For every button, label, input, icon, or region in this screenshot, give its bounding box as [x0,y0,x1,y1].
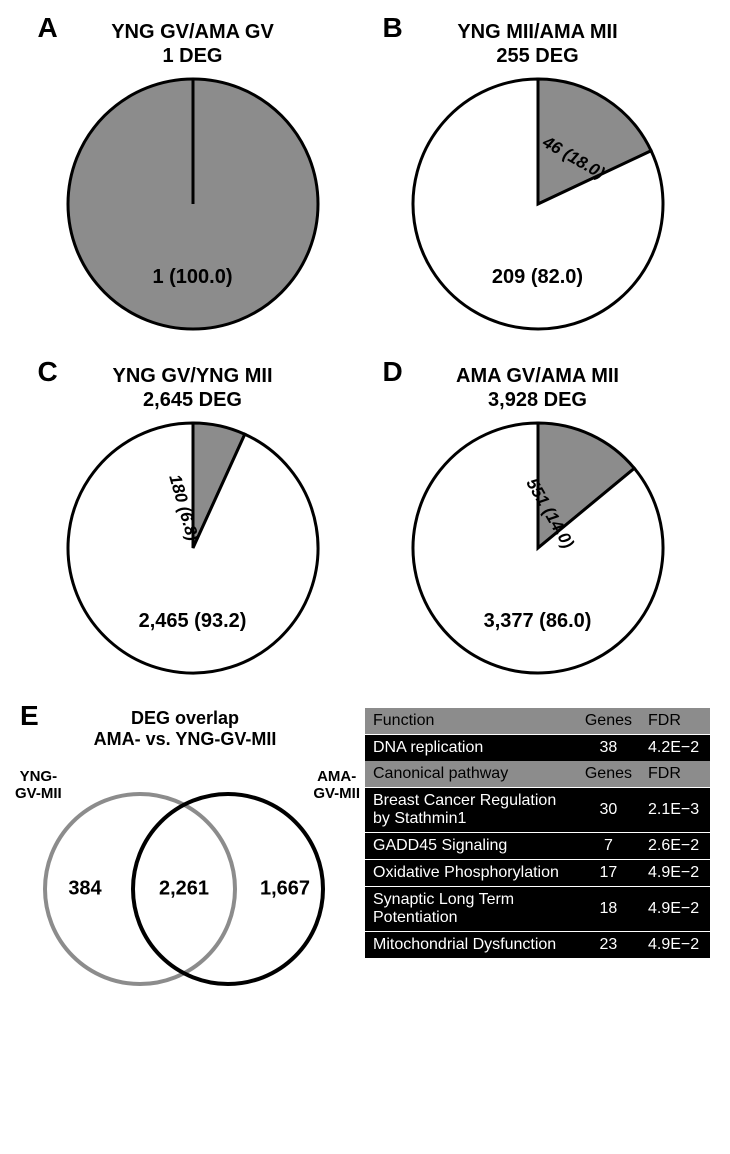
pie-title-D: AMA GV/AMA MII 3,928 DEG [456,364,619,412]
pie-slice-label: 1 (100.0) [152,266,232,289]
cell-fdr: 2.6E−2 [640,833,710,860]
cell-fdr: 2.1E−3 [640,788,710,833]
table-row: Breast Cancer Regulation by Stathmin1 30… [365,788,710,833]
pie-slice-label: 209 (82.0) [492,266,583,289]
pie-title-C: YNG GV/YNG MII 2,645 DEG [112,364,272,412]
venn-right-only: 1,667 [260,878,310,901]
cell-genes: 38 [577,735,640,762]
cell-name: Breast Cancer Regulation by Stathmin1 [365,788,577,833]
table-row: Synaptic Long Term Potentiation 18 4.9E−… [365,887,710,932]
pie-title-D-line1: AMA GV/AMA MII [456,365,619,387]
panel-letter-D: D [383,356,403,388]
pie-chart-D: 551 (14.0)3,377 (86.0) [408,418,668,678]
th-genes-2: Genes [577,761,640,788]
cell-fdr: 4.9E−2 [640,860,710,887]
panel-B: B YNG MII/AMA MII 255 DEG 46 (18.0)209 (… [373,20,703,334]
venn-title: DEG overlap AMA- vs. YNG-GV-MII [20,708,350,749]
table-panel: Function Genes FDR DNA replication 38 4.… [365,708,710,958]
venn-title-line2: AMA- vs. YNG-GV-MII [94,729,277,749]
cell-fdr: 4.9E−2 [640,932,710,959]
pie-chart-A: 1 (100.0) [63,74,323,334]
cell-genes: 23 [577,932,640,959]
panel-C: C YNG GV/YNG MII 2,645 DEG 180 (6.8)2,46… [28,364,358,678]
venn-diagram: YNG-GV-MIIAMA-GV-MII3842,2611,667 [20,749,350,979]
table-row: Mitochondrial Dysfunction 23 4.9E−2 [365,932,710,959]
cell-name: GADD45 Signaling [365,833,577,860]
pie-chart-C: 180 (6.8)2,465 (93.2) [63,418,323,678]
cell-name: Synaptic Long Term Potentiation [365,887,577,932]
th-genes-1: Genes [577,708,640,735]
pie-slice-label: 2,465 (93.2) [139,610,247,633]
pie-title-A-line1: YNG GV/AMA GV [111,21,274,43]
th-pathway: Canonical pathway [365,761,577,788]
cell-genes: 7 [577,833,640,860]
panel-E-section: E DEG overlap AMA- vs. YNG-GV-MII YNG-GV… [20,708,710,979]
panel-letter-A: A [38,12,58,44]
pie-row-1: A YNG GV/AMA GV 1 DEG 1 (100.0) B YNG MI… [20,20,710,334]
pie-title-B-line2: 255 DEG [496,45,578,67]
panel-letter-E: E [20,700,39,732]
cell-genes: 30 [577,788,640,833]
venn-left-label: YNG-GV-MII [15,769,62,802]
table-header-function: Function Genes FDR [365,708,710,735]
table-row: DNA replication 38 4.2E−2 [365,735,710,762]
venn-overlap: 2,261 [159,878,209,901]
venn-left-only: 384 [68,878,101,901]
cell-fdr: 4.2E−2 [640,735,710,762]
panel-letter-B: B [383,12,403,44]
pie-title-B: YNG MII/AMA MII 255 DEG [457,20,617,68]
th-fdr-1: FDR [640,708,710,735]
pathway-table: Function Genes FDR DNA replication 38 4.… [365,708,710,958]
venn-right-label: AMA-GV-MII [313,769,360,802]
panel-D: D AMA GV/AMA MII 3,928 DEG 551 (14.0)3,3… [373,364,703,678]
th-fdr-2: FDR [640,761,710,788]
cell-name: Oxidative Phosphorylation [365,860,577,887]
pie-title-B-line1: YNG MII/AMA MII [457,21,617,43]
pie-title-C-line1: YNG GV/YNG MII [112,365,272,387]
cell-genes: 18 [577,887,640,932]
table-row: GADD45 Signaling 7 2.6E−2 [365,833,710,860]
pie-title-D-line2: 3,928 DEG [488,389,587,411]
pie-chart-B: 46 (18.0)209 (82.0) [408,74,668,334]
pie-title-A-line2: 1 DEG [162,45,222,67]
panel-letter-C: C [38,356,58,388]
table-header-pathway: Canonical pathway Genes FDR [365,761,710,788]
cell-name: DNA replication [365,735,577,762]
venn-title-line1: DEG overlap [131,708,239,728]
figure-root: A YNG GV/AMA GV 1 DEG 1 (100.0) B YNG MI… [20,20,710,979]
table-row: Oxidative Phosphorylation 17 4.9E−2 [365,860,710,887]
cell-name: Mitochondrial Dysfunction [365,932,577,959]
panel-E: E DEG overlap AMA- vs. YNG-GV-MII YNG-GV… [20,708,350,979]
th-function: Function [365,708,577,735]
pie-row-2: C YNG GV/YNG MII 2,645 DEG 180 (6.8)2,46… [20,364,710,678]
cell-genes: 17 [577,860,640,887]
pie-title-A: YNG GV/AMA GV 1 DEG [111,20,274,68]
pie-slice-label: 3,377 (86.0) [484,610,592,633]
cell-fdr: 4.9E−2 [640,887,710,932]
pie-title-C-line2: 2,645 DEG [143,389,242,411]
panel-A: A YNG GV/AMA GV 1 DEG 1 (100.0) [28,20,358,334]
